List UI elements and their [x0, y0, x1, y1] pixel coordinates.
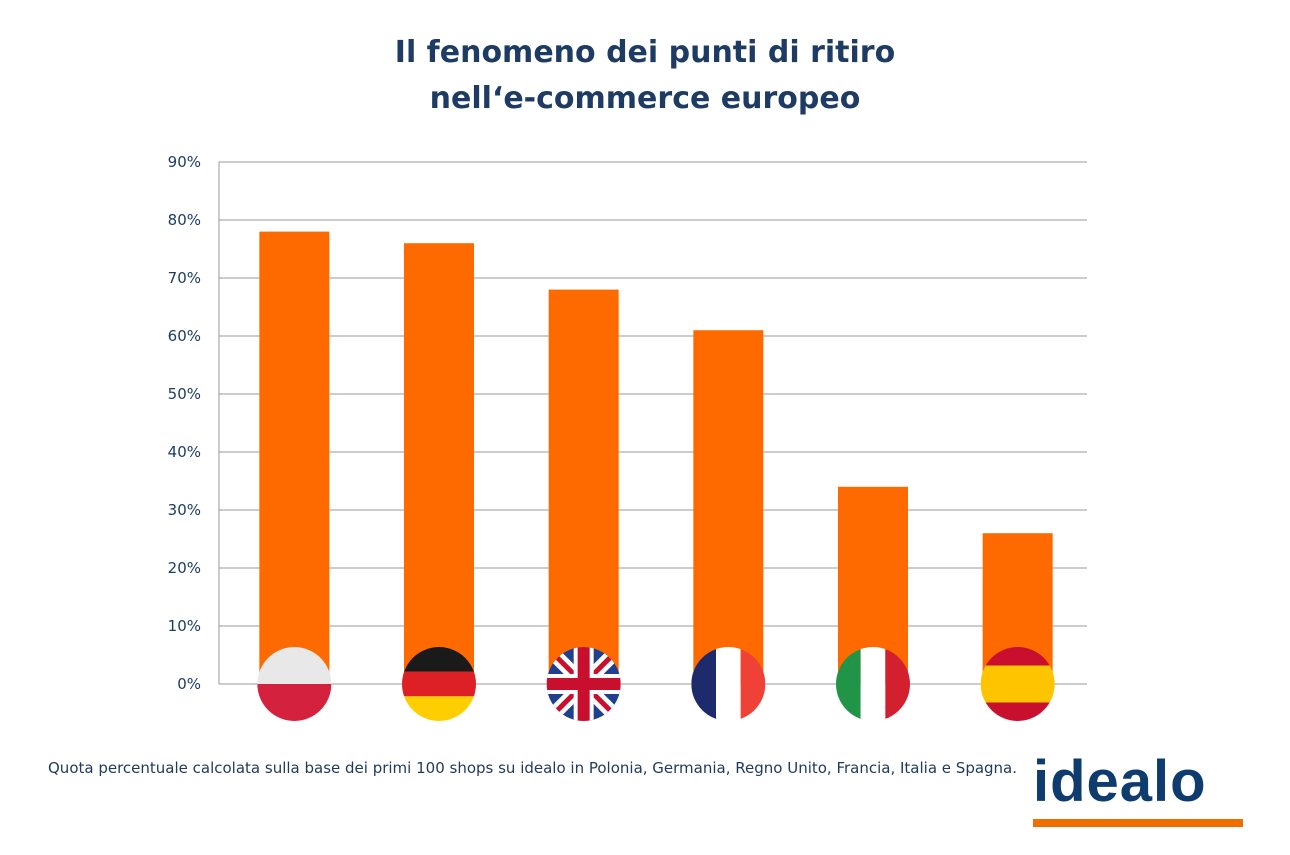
y-tick-label: 60%	[168, 327, 201, 345]
flag-stripe	[257, 684, 332, 721]
chart-title-line-1: Il fenomeno dei punti di ritiro	[394, 35, 896, 70]
chart-title-line-2: nell‘e-commerce europeo	[429, 81, 861, 116]
flag-uk-icon	[546, 647, 621, 721]
flag-stripe	[402, 671, 476, 697]
y-tick-label: 90%	[168, 153, 201, 171]
bar-francia	[693, 330, 764, 684]
idealo-logo: idealo	[1033, 749, 1243, 830]
bar-regno-unito	[548, 289, 619, 684]
footnote: Quota percentuale calcolata sulla base d…	[48, 759, 1018, 777]
bar-germania	[404, 243, 474, 684]
y-tick-label: 70%	[168, 269, 201, 287]
y-tick-label: 0%	[177, 675, 201, 693]
flag-spain-icon	[980, 647, 1055, 721]
flag-stripe	[860, 647, 886, 721]
y-tick-label: 50%	[168, 385, 201, 403]
bar-chart: 0% 10% 20% 30% 40% 50% 60% 70% 80% 90%	[168, 153, 1087, 721]
flag-stripe	[980, 665, 1055, 703]
flag-stripe	[980, 702, 1055, 721]
bar-polonia	[259, 231, 330, 684]
logo-underline	[1033, 819, 1243, 827]
chart-title: Il fenomeno dei punti di ritiro nell‘e-c…	[0, 30, 1290, 122]
logo-text: idealo	[1033, 749, 1207, 814]
flag-france-icon	[691, 647, 766, 721]
flag-germany-icon	[402, 647, 476, 721]
flag-stripe	[716, 647, 741, 721]
y-tick-label: 20%	[168, 559, 201, 577]
y-tick-label: 10%	[168, 617, 201, 635]
y-tick-label: 30%	[168, 501, 201, 519]
y-tick-label: 80%	[168, 211, 201, 229]
flag-cross	[546, 678, 621, 690]
flag-stripe	[402, 696, 476, 721]
flag-italy-icon	[836, 647, 910, 721]
y-tick-label: 40%	[168, 443, 201, 461]
flag-poland-icon	[257, 647, 332, 721]
